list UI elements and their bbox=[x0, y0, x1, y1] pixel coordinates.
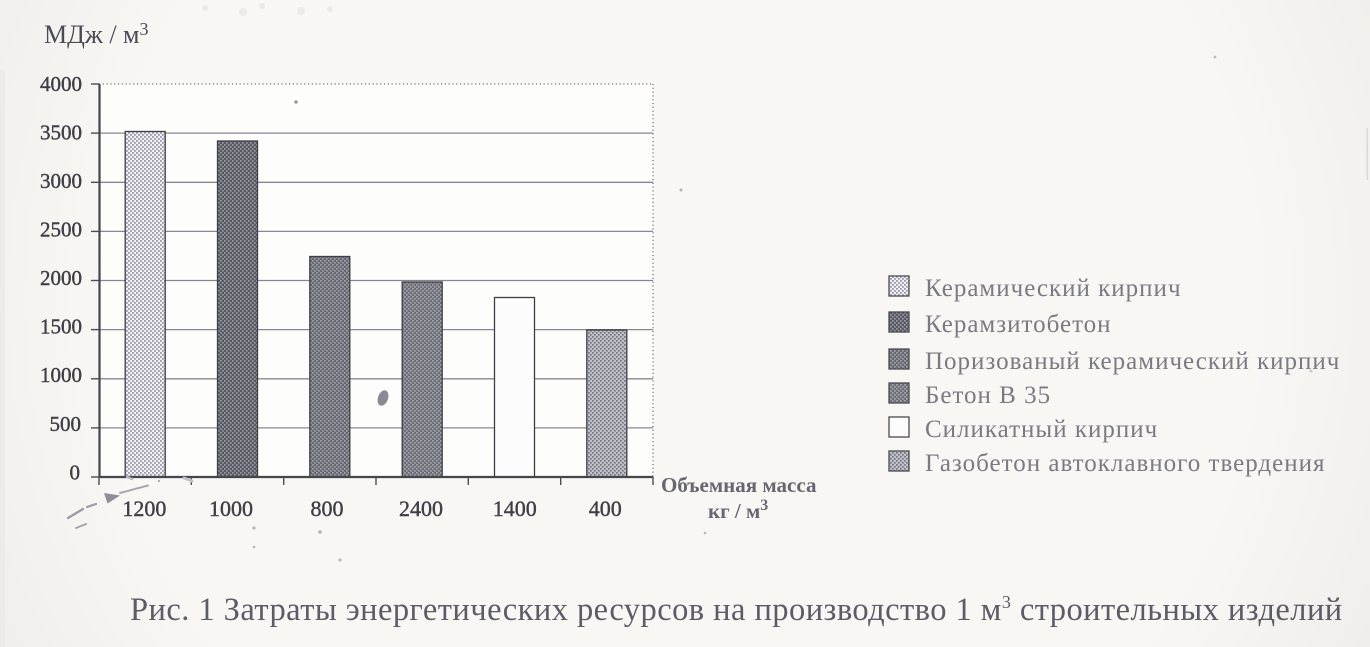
svg-text:Керамзитобетон: Керамзитобетон bbox=[925, 311, 1112, 338]
svg-text:Бетон В 35: Бетон В 35 bbox=[925, 382, 1051, 409]
svg-text:кг / м3: кг / м3 bbox=[708, 497, 768, 523]
svg-text:Керамический кирпич: Керамический кирпич bbox=[925, 275, 1182, 302]
svg-text:1400: 1400 bbox=[493, 496, 537, 521]
svg-text:2500: 2500 bbox=[40, 218, 82, 242]
svg-text:500: 500 bbox=[50, 412, 82, 436]
svg-text:Газобетон автоклавного тверден: Газобетон автоклавного твердения bbox=[925, 450, 1325, 477]
svg-text:4000: 4000 bbox=[40, 72, 82, 96]
svg-text:800: 800 bbox=[311, 496, 344, 521]
svg-text:2400: 2400 bbox=[399, 496, 443, 521]
svg-text:3500: 3500 bbox=[40, 121, 82, 145]
svg-text:МДж / м3: МДж / м3 bbox=[44, 19, 149, 49]
svg-text:1200: 1200 bbox=[122, 496, 166, 521]
svg-text:1500: 1500 bbox=[40, 315, 82, 339]
svg-text:1000: 1000 bbox=[40, 363, 82, 387]
svg-text:1000: 1000 bbox=[209, 496, 253, 521]
svg-text:Рис. 1 Затраты энергетических: Рис. 1 Затраты энергетических ресурсов н… bbox=[130, 592, 1343, 628]
svg-text:3000: 3000 bbox=[40, 169, 82, 193]
svg-text:400: 400 bbox=[589, 496, 622, 521]
svg-text:0: 0 bbox=[70, 460, 81, 484]
svg-text:2000: 2000 bbox=[40, 266, 82, 290]
svg-text:Поризованый керамический кирпи: Поризованый керамический кирпич bbox=[925, 348, 1340, 375]
svg-text:Объемная масса: Объемная масса bbox=[661, 473, 817, 497]
svg-text:Силикатный кирпич: Силикатный кирпич bbox=[925, 416, 1158, 443]
